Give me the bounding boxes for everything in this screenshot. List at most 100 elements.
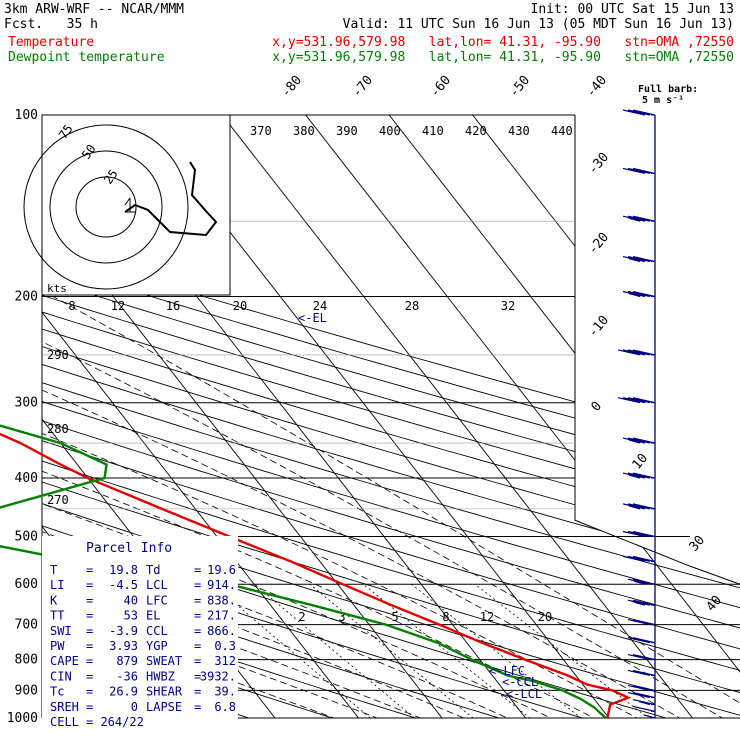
dry-adiabat-label: 270 [47,493,69,507]
hodograph-ring [23,124,189,290]
isotherm-label: 0 [589,399,606,415]
mixing-ratio-label: 8 [68,299,75,313]
mixing-ratio-line [363,583,547,718]
dry-adiabat-label: 420 [465,124,487,138]
parcel-field-label: LFC [146,593,168,607]
pressure-tick-label: 500 [15,529,38,544]
wind-barb [627,653,656,661]
parcel-equals: = [194,700,201,714]
wind-barb [632,698,656,706]
moist-adiabat-line [42,296,369,718]
parcel-field-label: CIN [50,669,72,683]
parcel-field-label: CAPE [50,654,79,668]
wind-barb [643,714,656,719]
pressure-tick-label: 800 [15,653,38,668]
dewpoint-profile-line [0,424,607,719]
isotherm-label: -10 [586,313,613,341]
isotherm-label: -50 [507,73,534,101]
wind-barb [622,255,656,263]
mixing-ratio-label: 24 [313,299,327,313]
mixing-ratio-line [212,583,386,718]
dry-adiabat-label: 390 [336,124,358,138]
parcel-equals: = [194,669,201,683]
isotherm-label: -60 [428,73,455,101]
ccl-marker: <-CCL [502,675,538,689]
forecast-hour: Fcst. 35 h [4,17,98,32]
pressure-tick-label: 400 [15,471,38,486]
wind-barb [622,472,656,479]
lfc-marker: <-LFC [489,664,525,678]
mixing-ratio-line [254,583,431,718]
isotherm-line [221,115,703,718]
isotherm-label: -70 [350,73,377,101]
dry-adiabat-line [42,115,740,718]
parcel-field-label: SWI [50,624,72,638]
pressure-tick-label: 1000 [7,711,38,726]
lcl-marker: <-LCL [506,687,542,701]
parcel-field-value: 0.3 [214,639,236,653]
wind-barb [622,109,656,116]
dry-adiabat-line [42,115,740,718]
mixing-ratio-label: 12 [480,610,494,624]
parcel-equals: = [194,685,201,699]
isotherm-label: 40 [704,593,726,615]
pressure-tick-label: 600 [15,577,38,592]
parcel-field-label: Td [146,563,160,577]
parcel-equals: = [194,639,201,653]
wind-barb [627,637,656,644]
moist-adiabat-line [42,296,620,718]
parcel-field-value: 39. [214,685,236,699]
dry-adiabat-line [42,115,740,718]
parcel-field-value: 838. [207,593,236,607]
wind-barb [622,503,656,510]
wind-barb [627,578,656,585]
parcel-field-value: 26.9 [109,685,138,699]
mixing-ratio-label: 16 [166,299,180,313]
moist-adiabat-line [42,296,536,718]
isotherm-label: -20 [586,230,613,258]
parcel-equals: = [86,700,93,714]
dry-adiabat-line [42,115,740,718]
hodograph-ring-label: 25 [101,167,121,187]
mixing-ratio-label: 3 [338,610,345,624]
mixing-ratio-label: 28 [405,299,419,313]
wind-barb [622,215,656,222]
isotherm-label: -40 [584,73,611,101]
parcel-field-label: LI [50,578,64,592]
temperature-profile-line [0,432,632,719]
wind-legend-title: Full barb: [638,84,698,95]
parcel-field-value: 3.93 [109,639,138,653]
dry-adiabat-line [42,115,740,718]
mixing-ratio-label: 32 [501,299,515,313]
dry-adiabat-line [42,115,740,718]
parcel-field-label: TT [50,609,64,623]
isotherm-line [305,115,740,718]
parcel-equals: = [194,624,201,638]
moist-adiabat-line [42,296,661,718]
parcel-field-label: K [50,593,58,607]
dry-adiabat-line [42,115,740,718]
parcel-equals: = [194,563,201,577]
wind-barb [627,684,656,691]
el-marker: <-EL [298,311,327,325]
dry-adiabat-label: 380 [293,124,315,138]
parcel-field-value: 19.6 [207,563,236,577]
wind-barb [622,437,656,444]
isotherm-line [42,115,369,718]
isotherm-line [472,115,740,718]
parcel-info-title: Parcel Info [86,541,172,556]
mixing-ratio-line [309,583,490,718]
parcel-field-value: 40 [124,593,138,607]
parcel-field-value: 312 [214,654,236,668]
moist-adiabat-line [42,296,740,718]
parcel-field-value: -4.5 [109,578,138,592]
wind-barb [622,290,656,298]
parcel-equals: = [86,578,93,592]
dry-adiabat-line [42,115,373,718]
model-title: 3km ARW-WRF -- NCAR/MMM [4,2,185,17]
hodograph-ring [49,150,163,264]
temperature-legend-info: x,y=531.96,579.98 lat,lon= 41.31, -95.90… [272,35,734,50]
hodograph-ring-label: 75 [56,122,76,142]
pressure-tick-label: 300 [15,396,38,411]
